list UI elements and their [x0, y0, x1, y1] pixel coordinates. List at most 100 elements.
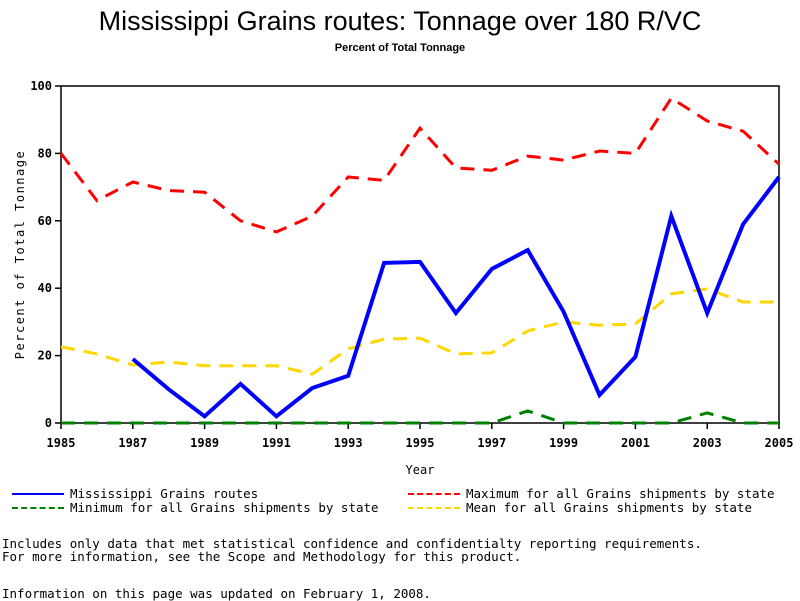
x-tick-label: 1997: [477, 436, 506, 450]
legend-swatch-dashed-green: [12, 506, 64, 509]
data-point: [383, 338, 386, 341]
chart-title: Mississippi Grains routes: Tonnage over …: [98, 6, 702, 36]
y-tick-label: 20: [38, 349, 52, 363]
data-point: [490, 267, 493, 270]
data-point: [95, 352, 98, 355]
data-point: [454, 352, 457, 355]
data-point: [670, 292, 673, 295]
data-point: [598, 422, 601, 425]
data-point: [670, 422, 673, 425]
data-point: [347, 374, 350, 377]
y-tick-label: 0: [45, 416, 52, 430]
data-point: [778, 422, 781, 425]
y-tick-label: 80: [38, 146, 52, 160]
data-point: [347, 347, 350, 350]
data-point: [347, 175, 350, 178]
footnote-updated: Information on this page was updated on …: [2, 586, 431, 601]
footnote-methodology: For more information, see the Scope and …: [2, 549, 522, 564]
data-point: [419, 337, 422, 340]
legend-item-mississippi: Mississippi Grains routes: [12, 486, 258, 501]
data-point: [311, 422, 314, 425]
series-line-minimum-for-all-grains-shipments-by-state: [61, 409, 779, 425]
data-point: [275, 422, 278, 425]
data-point: [95, 422, 98, 425]
y-axis-label: Percent of Total Tonnage: [13, 150, 27, 359]
x-tick-label: 1993: [334, 436, 363, 450]
x-tick-label: 2003: [693, 436, 722, 450]
data-point: [778, 301, 781, 304]
data-point: [490, 422, 493, 425]
data-point: [419, 422, 422, 425]
data-point: [562, 422, 565, 425]
data-point: [526, 155, 529, 158]
data-point: [383, 261, 386, 264]
data-point: [203, 415, 206, 418]
data-point: [131, 422, 134, 425]
data-point: [275, 415, 278, 418]
y-tick-label: 100: [30, 79, 52, 93]
series-line-mean-for-all-grains-shipments-by-state: [60, 287, 779, 376]
data-point: [167, 361, 170, 364]
y-axis: 0 20 40 60 80 100: [30, 79, 61, 430]
data-point: [167, 388, 170, 391]
x-axis: 1985 1987 1989 1991 1993 1995 1997 1999 2001 2003…: [47, 423, 794, 450]
x-tick-label: 1995: [406, 436, 435, 450]
data-point: [670, 97, 673, 100]
footnote-confidence: Includes only data that met statistical …: [2, 536, 702, 551]
data-point: [490, 351, 493, 354]
data-point: [706, 411, 709, 414]
legend-label: Maximum for all Grains shipments by stat…: [466, 486, 775, 501]
data-point: [60, 345, 63, 348]
line-chart: 0 20 40 60 80 100 1985 1987 1989 1991 1993 1995 199…: [13, 79, 794, 477]
data-point: [706, 312, 709, 315]
legend: Mississippi Grains routes Maximum for al…: [0, 486, 800, 516]
data-point: [275, 364, 278, 367]
data-point: [419, 260, 422, 263]
data-point: [634, 152, 637, 155]
data-point: [634, 422, 637, 425]
data-point: [311, 215, 314, 218]
x-tick-label: 2005: [765, 436, 794, 450]
data-point: [203, 364, 206, 367]
data-point: [131, 357, 134, 360]
data-point: [383, 179, 386, 182]
legend-item-maximum: Maximum for all Grains shipments by stat…: [408, 486, 775, 501]
data-point: [131, 364, 134, 367]
data-point: [598, 324, 601, 327]
data-point: [239, 422, 242, 425]
data-point: [742, 223, 745, 226]
data-point: [778, 175, 781, 178]
series-line-maximum-for-all-grains-shipments-by-state: [59, 96, 781, 234]
data-point: [60, 422, 63, 425]
chart-subtitle: Percent of Total Tonnage: [334, 42, 466, 54]
y-tick-label: 40: [38, 281, 52, 295]
data-point: [311, 386, 314, 389]
data-point: [239, 219, 242, 222]
x-tick-label: 2001: [621, 436, 650, 450]
data-point: [562, 310, 565, 313]
series-line-mississippi-grains-routes: [131, 175, 781, 419]
data-point: [670, 215, 673, 218]
legend-swatch-dashed-red: [408, 492, 460, 495]
data-point: [562, 320, 565, 323]
plot-border: [60, 85, 780, 424]
x-tick-label: 1991: [262, 436, 291, 450]
data-point: [347, 422, 350, 425]
x-tick-label: 1987: [118, 436, 147, 450]
data-point: [203, 191, 206, 194]
data-point: [131, 181, 134, 184]
data-point: [634, 355, 637, 358]
data-point: [454, 166, 457, 169]
data-point: [634, 322, 637, 325]
data-point: [383, 422, 386, 425]
data-point: [598, 150, 601, 153]
data-point: [60, 152, 63, 155]
data-point: [454, 422, 457, 425]
data-point: [95, 199, 98, 202]
data-point: [562, 159, 565, 162]
legend-label: Minimum for all Grains shipments by stat…: [70, 500, 379, 515]
x-tick-label: 1989: [190, 436, 219, 450]
series-layer: [59, 96, 781, 425]
data-point: [167, 189, 170, 192]
data-point: [239, 364, 242, 367]
